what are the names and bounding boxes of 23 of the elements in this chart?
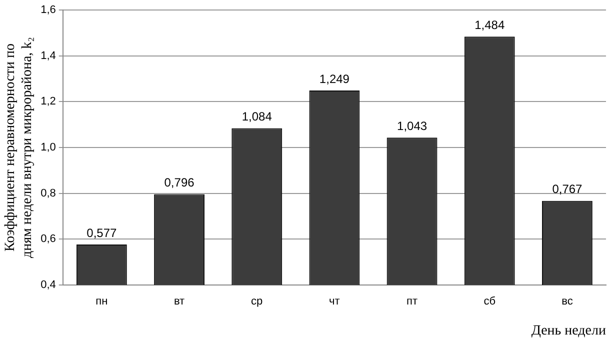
data-label: 0,767	[552, 182, 583, 196]
data-label: 1,043	[397, 118, 428, 133]
x-tick-label: ср	[251, 296, 263, 308]
y-tick-label: 0,6	[40, 233, 56, 246]
y-axis-title: Коэффициент неравномерности по дням недели внутри микрорайона, k₂	[3, 36, 35, 258]
x-tick-label: чт	[329, 296, 340, 308]
x-tick-label: пн	[96, 296, 108, 308]
y-tick-label: 1,0	[40, 142, 56, 154]
data-label: 1,249	[319, 72, 350, 86]
data-label: 0,796	[164, 176, 195, 190]
x-tick-label: пт	[406, 296, 418, 308]
y-tick-label: 1,2	[40, 96, 56, 108]
x-tick-label: сб	[484, 296, 496, 308]
x-tick-label: вс	[562, 296, 574, 308]
y-tick-label: 1,4	[40, 50, 56, 62]
x-tick-label: вт	[174, 296, 185, 308]
y-tick-label: 0,4	[40, 279, 56, 292]
y-tick-label: 1,6	[40, 4, 56, 16]
data-label: 0,577	[86, 226, 118, 240]
data-label: 1,484	[474, 18, 505, 32]
y-tick-label: 0,8	[40, 187, 56, 200]
data-label: 1,084	[242, 110, 272, 124]
x-axis-title: День недели	[531, 323, 606, 338]
